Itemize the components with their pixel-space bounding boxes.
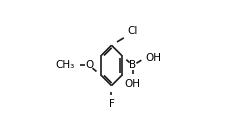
Text: OH: OH: [124, 79, 140, 89]
Text: O: O: [85, 60, 93, 70]
Text: Cl: Cl: [127, 26, 137, 36]
Text: OH: OH: [144, 53, 160, 63]
Text: B: B: [129, 60, 136, 70]
Text: CH₃: CH₃: [55, 60, 74, 70]
Text: F: F: [108, 99, 114, 109]
